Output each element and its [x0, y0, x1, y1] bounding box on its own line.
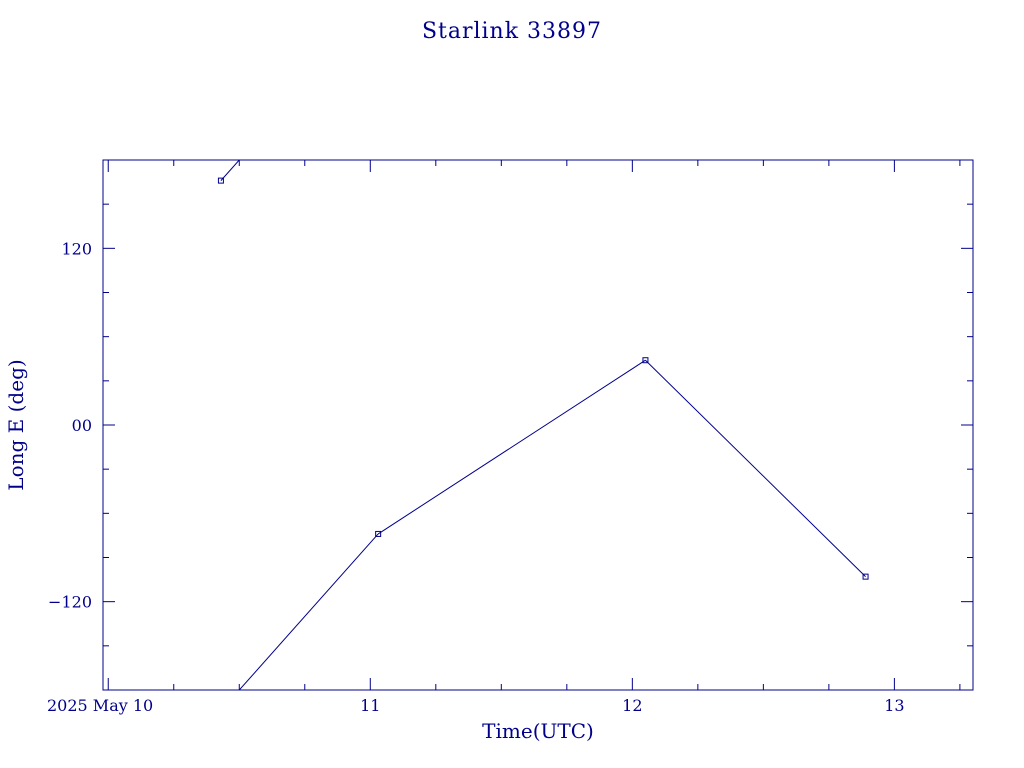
series-segment [220, 160, 240, 181]
y-tick-label: −120 [48, 593, 92, 612]
series-layer [220, 160, 866, 690]
data-point [217, 177, 224, 184]
x-tick-label: 11 [360, 696, 380, 715]
x-axis-label: Time(UTC) [482, 719, 594, 743]
x-tick-label: 2025 May 10 [47, 696, 153, 715]
markers [217, 177, 869, 580]
data-point [375, 530, 382, 537]
x-tick-label: 12 [622, 696, 642, 715]
x-tick-label: 13 [884, 696, 904, 715]
data-point [862, 573, 869, 580]
plot-frame [102, 159, 974, 691]
y-axis-label: Long E (deg) [4, 359, 28, 490]
data-point [642, 357, 649, 364]
y-tick-label: 120 [61, 239, 92, 258]
tick-labels: 2025 May 10 11 12 13 120 00 −120 [47, 239, 905, 715]
series-segment-wrap [238, 533, 379, 690]
y-tick-label: 00 [72, 416, 92, 435]
series-segment [645, 359, 866, 577]
chart-title: Starlink 33897 [422, 19, 602, 44]
axis-ticks [103, 160, 973, 690]
series-segment [377, 359, 646, 535]
